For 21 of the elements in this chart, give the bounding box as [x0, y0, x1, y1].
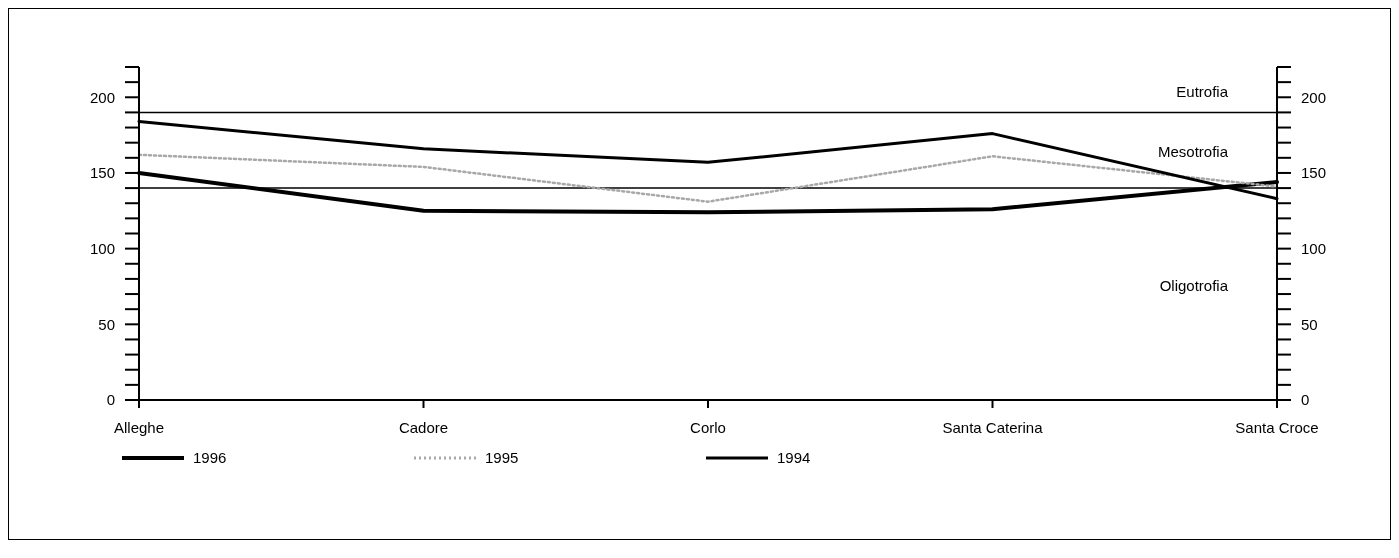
x-tick-label: Alleghe [113, 418, 165, 436]
x-tick-label: Corlo [690, 418, 726, 436]
x-tick-label: Santa Caterina [942, 418, 1044, 436]
y-tick-label: 0 [106, 391, 115, 409]
y-tick-label: 200 [89, 88, 115, 106]
y2-tick-label: 150 [1301, 164, 1327, 182]
x-tick-label: Santa Croce [1235, 418, 1319, 436]
legend-label: 1994 [777, 449, 811, 466]
legend-label: 1996 [193, 449, 227, 466]
y-tick-label: 150 [89, 164, 115, 182]
annotation: Eutrofia [1176, 83, 1228, 100]
y2-tick-label: 0 [1301, 391, 1310, 409]
y2-tick-label: 100 [1301, 239, 1327, 257]
y2-tick-label: 200 [1301, 88, 1327, 106]
x-tick-label: Cadore [398, 418, 449, 436]
y-tick-label: 100 [89, 239, 115, 257]
annotation: Oligotrofia [1159, 277, 1228, 294]
y2-tick-label: 50 [1301, 315, 1318, 333]
y-tick-label: 50 [98, 315, 115, 333]
legend-label: 1995 [485, 449, 519, 466]
annotation: Mesotrofia [1157, 143, 1228, 160]
